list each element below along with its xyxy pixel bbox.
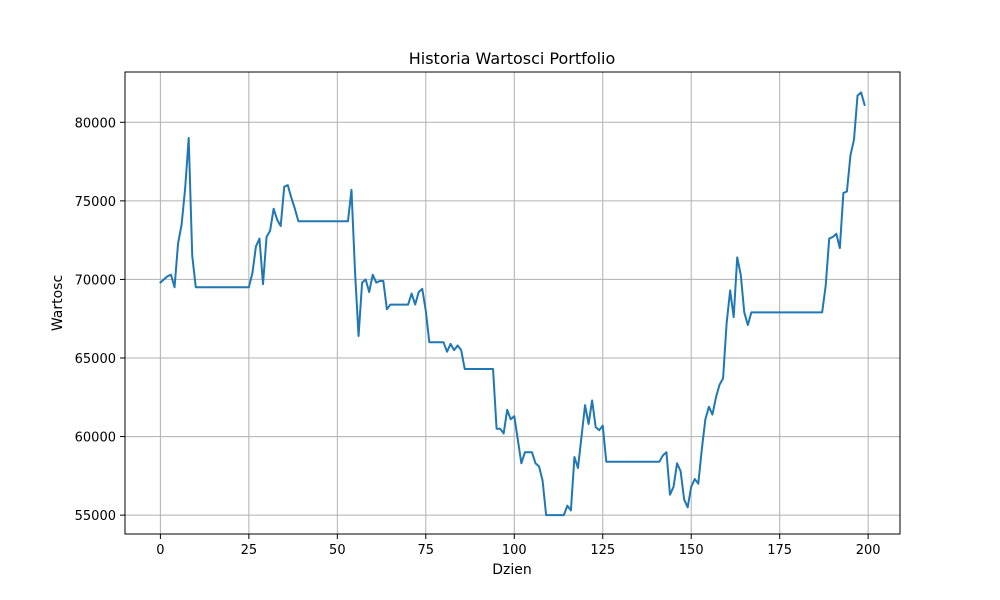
y-axis-label: Wartosc <box>50 275 66 331</box>
plot-frame <box>124 71 901 535</box>
x-tick-label: 150 <box>679 543 704 558</box>
y-tick-label: 65000 <box>75 352 116 367</box>
y-tick-label: 80000 <box>75 116 116 131</box>
grid-lines <box>125 72 900 534</box>
x-tick-label: 175 <box>767 543 792 558</box>
x-tick-label: 100 <box>502 543 527 558</box>
x-tick-label: 25 <box>241 543 258 558</box>
y-tick-label: 75000 <box>75 195 116 210</box>
portfolio-value-line <box>159 91 866 517</box>
x-tick-label: 75 <box>418 543 435 558</box>
y-tick-label: 60000 <box>75 431 116 446</box>
y-axis-ticks: 55000 60000 65000 70000 75000 80000 <box>75 116 125 524</box>
x-tick-label: 0 <box>156 543 164 558</box>
line-layer <box>159 91 866 517</box>
x-axis-ticks: 0 25 50 75 100 125 150 175 200 <box>156 534 881 558</box>
x-tick-label: 125 <box>590 543 615 558</box>
x-tick-label: 200 <box>856 543 881 558</box>
x-tick-label: 50 <box>329 543 346 558</box>
chart-title: Historia Wartosci Portfolio <box>409 49 616 68</box>
x-axis-label: Dzien <box>492 562 532 578</box>
y-tick-label: 55000 <box>75 509 116 524</box>
y-tick-label: 70000 <box>75 273 116 288</box>
